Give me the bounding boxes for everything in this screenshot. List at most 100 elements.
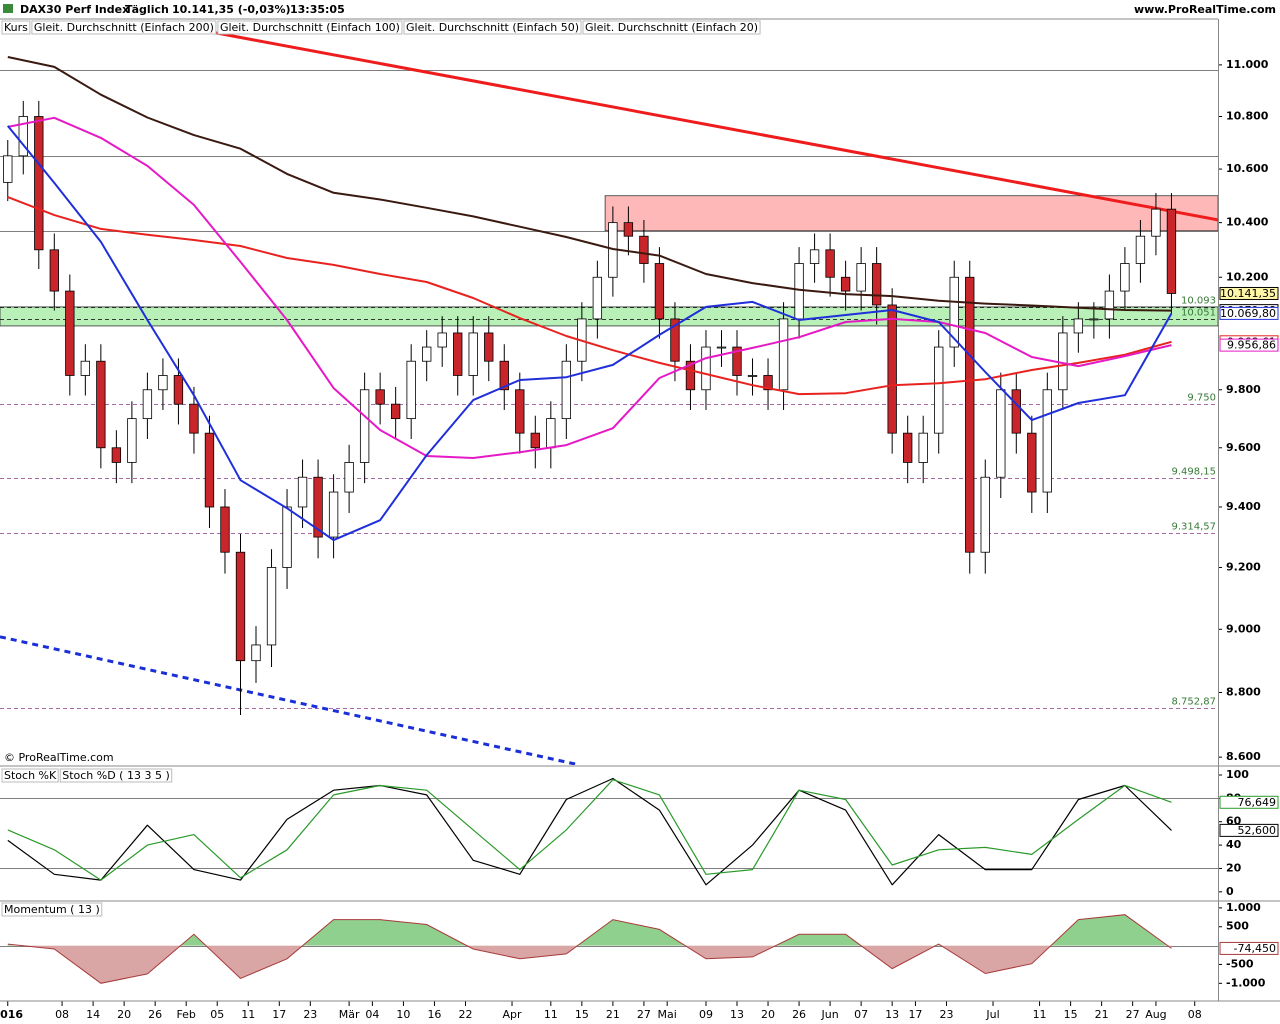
y-tick-label: 10.400	[1226, 216, 1269, 229]
candle-body	[840, 276, 851, 292]
legend-box	[1, 20, 31, 35]
momentum-area	[7, 945, 1172, 984]
candle-body	[592, 276, 603, 320]
legend-label: Gleit. Durchschnitt (Einfach 50)	[406, 21, 579, 34]
candle-body	[422, 346, 432, 362]
level-label: 8.752,87	[1171, 697, 1216, 708]
candle-body	[546, 418, 556, 449]
legend-box	[1, 902, 103, 917]
candle-body	[235, 551, 246, 662]
x-tick-label: 21	[1095, 1008, 1109, 1021]
y-tick-label: 9.000	[1226, 622, 1261, 635]
candle-body	[1011, 389, 1021, 434]
x-tick-label: 13	[885, 1008, 899, 1021]
candle-body	[344, 462, 354, 493]
candle-body	[313, 476, 323, 538]
y-tick-label: 10.600	[1226, 162, 1269, 175]
candle-body	[266, 567, 277, 646]
x-tick-label: 23	[939, 1008, 953, 1021]
y-tick-label: 9.600	[1226, 441, 1261, 454]
x-tick-label: 08	[1188, 1008, 1202, 1021]
candle-body	[80, 360, 91, 376]
x-tick-label: 26	[148, 1008, 162, 1021]
x-tick-label: 13	[730, 1008, 744, 1021]
x-tick-label: 17	[908, 1008, 922, 1021]
value-box-label: 9.956,86	[1227, 339, 1276, 352]
candle-body	[34, 116, 44, 251]
x-tick-label: 16	[427, 1008, 441, 1021]
legend-label: Stoch %D ( 13 3 5 )	[62, 769, 170, 782]
candle-body	[390, 403, 401, 420]
legend-label: Kurs	[4, 21, 28, 34]
candle-body	[173, 375, 184, 405]
candle-body	[204, 432, 215, 508]
site: www.ProRealTime.com	[1134, 3, 1276, 16]
y-tick-label: 11.000	[1226, 58, 1269, 71]
y-tick-label: -500	[1226, 957, 1254, 970]
y-tick-label: 40	[1226, 838, 1242, 851]
y-tick-label: 9.400	[1226, 500, 1261, 513]
candle-body	[1089, 318, 1099, 321]
x-tick-label: 10	[396, 1008, 410, 1021]
x-tick-label: Jun	[821, 1008, 839, 1021]
candle-body	[934, 346, 944, 434]
candle-body	[3, 155, 13, 183]
candle-body	[1135, 235, 1146, 264]
candle-body	[65, 290, 75, 376]
x-tick-label: 11	[241, 1008, 255, 1021]
candle-body	[127, 418, 137, 463]
momentum-area	[7, 914, 1168, 946]
candle-body	[654, 263, 665, 320]
candle-body	[1058, 332, 1068, 391]
candle-body	[747, 375, 758, 377]
y-tick-label: 0	[1226, 885, 1234, 898]
y-tick-label: 100	[1226, 768, 1249, 781]
candle-body	[980, 476, 990, 553]
level-label: 10.093	[1181, 296, 1216, 307]
candle-body	[561, 360, 571, 420]
x-tick-label: 26	[792, 1008, 806, 1021]
x-tick-label: 07	[854, 1008, 868, 1021]
y-tick-label: 1.000	[1226, 901, 1261, 914]
legend-box	[59, 768, 173, 783]
x-tick-label: 11	[544, 1008, 558, 1021]
candle-body	[1042, 389, 1052, 493]
legend-box	[582, 20, 761, 35]
candle-body	[499, 360, 509, 391]
x-tick-label: 23	[303, 1008, 317, 1021]
level-label: 9.750	[1187, 393, 1216, 404]
x-tick-label: Apr	[503, 1008, 523, 1021]
y-tick-label: 10.200	[1226, 270, 1269, 283]
candle-body	[189, 403, 199, 434]
quote: 10.141,35 (-0,03%)	[172, 3, 291, 16]
legend-label: Gleit. Durchschnitt (Einfach 200)	[34, 21, 214, 34]
candle-body	[49, 249, 59, 292]
candle-body	[484, 332, 494, 362]
x-tick-label: 11	[1033, 1008, 1047, 1021]
candle-body	[1166, 208, 1177, 294]
zone	[604, 195, 1218, 232]
candle-body	[453, 332, 463, 376]
candle-body	[406, 360, 416, 420]
value-box	[1219, 795, 1279, 809]
candle-body	[515, 389, 525, 434]
value-box	[1219, 823, 1279, 837]
x-tick-label: 17	[272, 1008, 286, 1021]
series-line	[7, 116, 1172, 459]
candle-body	[623, 222, 634, 237]
x-tick-label: Jul	[985, 1008, 999, 1021]
value-box-label: 10.069,80	[1220, 307, 1276, 320]
candle-body	[251, 644, 261, 662]
x-tick-label: Feb	[176, 1008, 195, 1021]
candle-body	[871, 263, 882, 306]
value-box-label: 52,600	[1238, 824, 1277, 837]
y-tick-label: 9.800	[1226, 383, 1261, 396]
x-tick-label: 20	[761, 1008, 775, 1021]
x-tick-label: 15	[1064, 1008, 1078, 1021]
y-tick-label: 9.200	[1226, 560, 1261, 573]
x-tick-label: 05	[210, 1008, 224, 1021]
level-label: 9.498,15	[1171, 467, 1216, 478]
candle-body	[887, 304, 897, 434]
x-tick-label: 14	[86, 1008, 100, 1021]
